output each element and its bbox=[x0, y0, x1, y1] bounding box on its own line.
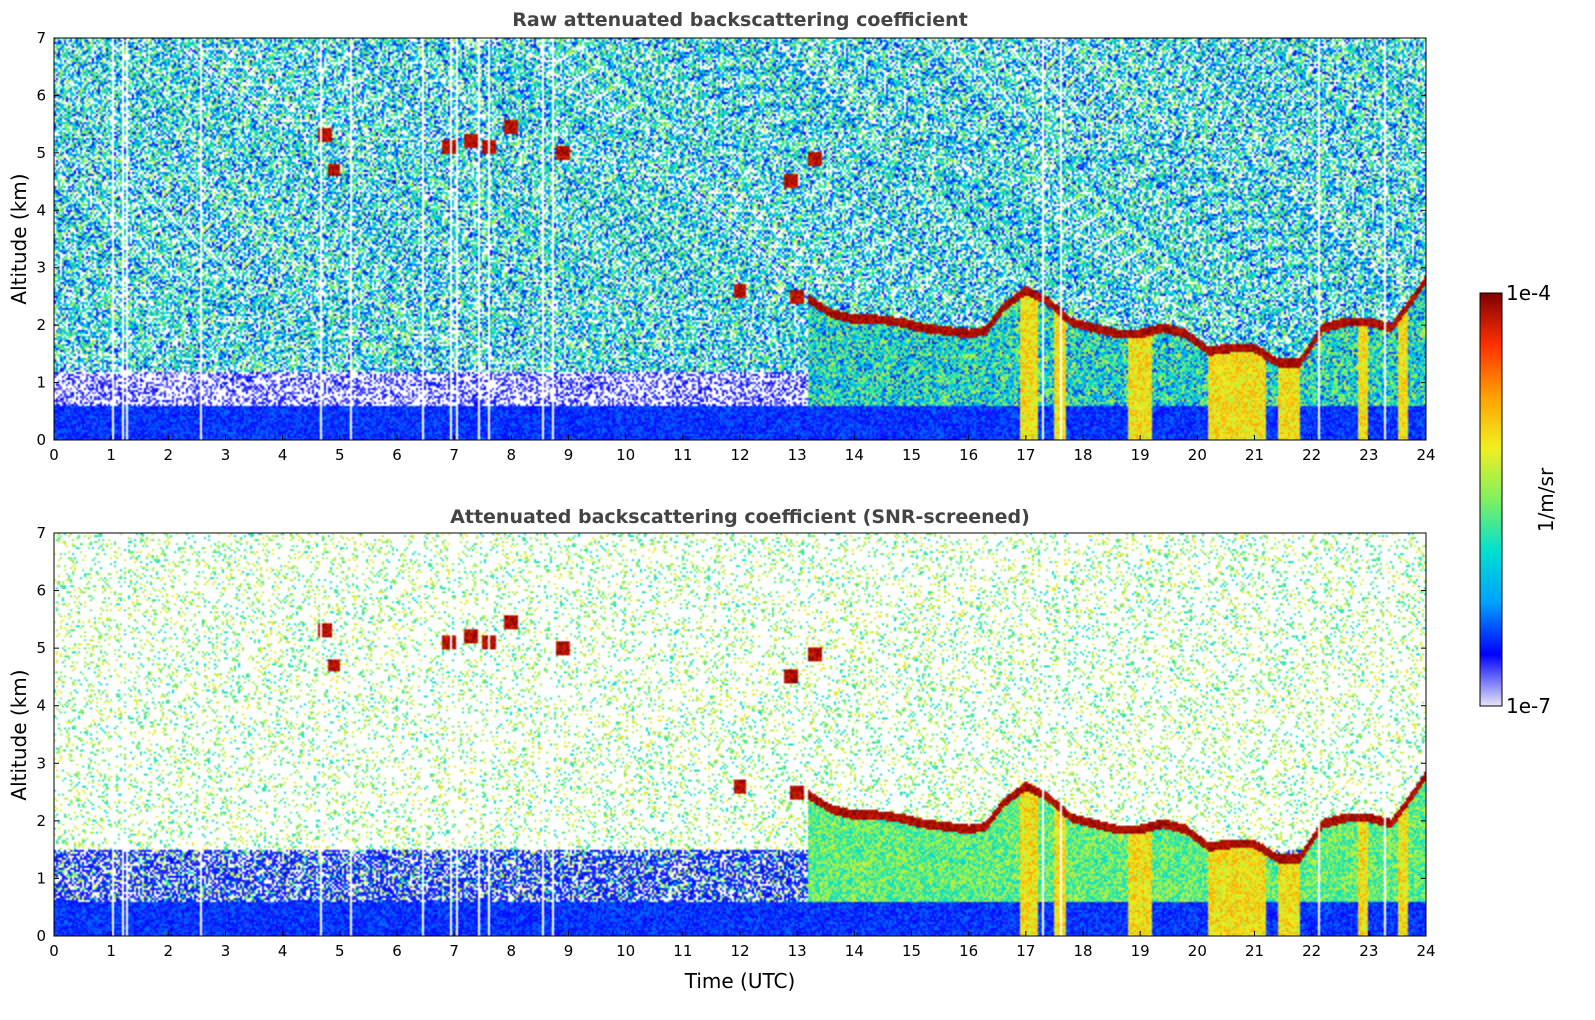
x-tick-label: 3 bbox=[221, 942, 231, 960]
heatmap-image bbox=[54, 38, 1426, 440]
x-axis-ticks: 0 1 2 3 4 5 6 7 8 9 10 11 12 13 14 15 16 17 18 19 20 21 22 23 24 bbox=[49, 435, 1436, 464]
x-tick-label: 13 bbox=[788, 446, 807, 464]
y-tick-label: 5 bbox=[36, 144, 46, 162]
x-tick-label: 24 bbox=[1416, 446, 1435, 464]
x-tick-label: 10 bbox=[616, 446, 635, 464]
y-tick-label: 1 bbox=[36, 374, 46, 392]
y-tick-label: 3 bbox=[36, 259, 46, 277]
y-tick-label: 2 bbox=[36, 812, 46, 830]
y-tick-label: 6 bbox=[36, 582, 46, 600]
x-tick-label: 19 bbox=[1131, 942, 1150, 960]
x-tick-label: 16 bbox=[959, 942, 978, 960]
x-tick-label: 22 bbox=[1302, 942, 1321, 960]
x-tick-label: 8 bbox=[507, 446, 517, 464]
colorbar-unit-label: 1/m/sr bbox=[1534, 467, 1558, 532]
x-tick-label: 8 bbox=[507, 942, 517, 960]
x-tick-label: 11 bbox=[673, 446, 692, 464]
x-tick-label: 12 bbox=[730, 446, 749, 464]
x-tick-label: 14 bbox=[845, 942, 864, 960]
y-tick-label: 0 bbox=[36, 927, 46, 945]
heatmap-image bbox=[54, 533, 1426, 936]
chart-title: Attenuated backscattering coefficient (S… bbox=[450, 506, 1030, 528]
y-tick-label: 2 bbox=[36, 316, 46, 334]
x-tick-label: 18 bbox=[1073, 942, 1092, 960]
x-axis-ticks: 0 1 2 3 4 5 6 7 8 9 10 11 12 13 14 15 16 17 18 19 20 21 22 23 24 bbox=[49, 931, 1436, 960]
y-tick-label: 7 bbox=[36, 524, 46, 542]
backscatter-heatmap bbox=[54, 533, 1426, 936]
colorbar-min-label: 1e-7 bbox=[1506, 694, 1551, 718]
y-axis-label: Altitude (km) bbox=[7, 173, 31, 304]
y-tick-label: 6 bbox=[36, 86, 46, 104]
y-tick-label: 4 bbox=[36, 697, 46, 715]
x-tick-label: 6 bbox=[392, 446, 402, 464]
raw-backscatter-panel: Raw attenuated backscattering coefficien… bbox=[7, 9, 1436, 464]
x-tick-label: 6 bbox=[392, 942, 402, 960]
x-tick-label: 16 bbox=[959, 446, 978, 464]
x-tick-label: 4 bbox=[278, 942, 288, 960]
x-tick-label: 23 bbox=[1359, 942, 1378, 960]
x-tick-label: 21 bbox=[1245, 446, 1264, 464]
x-tick-label: 20 bbox=[1188, 942, 1207, 960]
x-tick-label: 3 bbox=[221, 446, 231, 464]
x-tick-label: 15 bbox=[902, 446, 921, 464]
y-axis-ticks: 0 1 2 3 4 5 6 7 bbox=[36, 29, 1426, 449]
x-tick-label: 12 bbox=[730, 942, 749, 960]
y-tick-label: 0 bbox=[36, 431, 46, 449]
y-axis-ticks: 0 1 2 3 4 5 6 7 bbox=[36, 524, 1426, 945]
x-tick-label: 22 bbox=[1302, 446, 1321, 464]
colorbar-max-label: 1e-4 bbox=[1506, 281, 1551, 305]
snr-screened-panel: Attenuated backscattering coefficient (S… bbox=[7, 506, 1436, 993]
x-tick-label: 15 bbox=[902, 942, 921, 960]
x-tick-label: 11 bbox=[673, 942, 692, 960]
x-tick-label: 7 bbox=[449, 446, 459, 464]
backscatter-heatmap bbox=[54, 38, 1426, 440]
y-tick-label: 1 bbox=[36, 869, 46, 887]
x-tick-label: 4 bbox=[278, 446, 288, 464]
x-axis-label: Time (UTC) bbox=[684, 969, 796, 993]
x-tick-label: 9 bbox=[564, 942, 574, 960]
x-tick-label: 7 bbox=[449, 942, 459, 960]
x-tick-label: 5 bbox=[335, 942, 345, 960]
colorbar-gradient bbox=[1479, 292, 1503, 707]
x-tick-label: 19 bbox=[1131, 446, 1150, 464]
x-tick-label: 9 bbox=[564, 446, 574, 464]
x-tick-label: 5 bbox=[335, 446, 345, 464]
x-tick-label: 18 bbox=[1073, 446, 1092, 464]
x-tick-label: 14 bbox=[845, 446, 864, 464]
y-tick-label: 7 bbox=[36, 29, 46, 47]
x-tick-label: 21 bbox=[1245, 942, 1264, 960]
x-tick-label: 0 bbox=[49, 942, 59, 960]
colorbar: 1e-4 1e-7 1/m/sr bbox=[1479, 281, 1558, 718]
x-tick-label: 0 bbox=[49, 446, 59, 464]
x-tick-label: 2 bbox=[164, 942, 174, 960]
x-tick-label: 1 bbox=[106, 446, 116, 464]
x-tick-label: 10 bbox=[616, 942, 635, 960]
x-tick-label: 17 bbox=[1016, 942, 1035, 960]
chart-title: Raw attenuated backscattering coefficien… bbox=[512, 9, 968, 31]
x-tick-label: 20 bbox=[1188, 446, 1207, 464]
x-tick-label: 2 bbox=[164, 446, 174, 464]
y-tick-label: 4 bbox=[36, 201, 46, 219]
x-tick-label: 23 bbox=[1359, 446, 1378, 464]
y-tick-label: 5 bbox=[36, 639, 46, 657]
x-tick-label: 17 bbox=[1016, 446, 1035, 464]
y-axis-label: Altitude (km) bbox=[7, 669, 31, 800]
x-tick-label: 1 bbox=[106, 942, 116, 960]
x-tick-label: 13 bbox=[788, 942, 807, 960]
y-tick-label: 3 bbox=[36, 754, 46, 772]
x-tick-label: 24 bbox=[1416, 942, 1435, 960]
